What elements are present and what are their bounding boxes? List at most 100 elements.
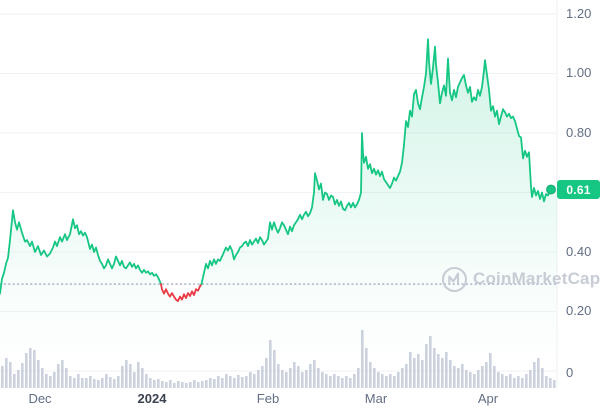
volume-bar <box>181 382 184 388</box>
volume-bar <box>245 376 248 388</box>
volume-bar <box>413 358 416 388</box>
volume-bar <box>293 362 296 388</box>
volume-bar <box>361 330 364 388</box>
volume-bar <box>289 368 292 388</box>
volume-bar <box>309 364 312 388</box>
y-axis-label: 0.80 <box>566 125 592 140</box>
volume-bar <box>1 366 4 388</box>
volume-bar <box>529 370 532 388</box>
volume-bar <box>477 370 480 388</box>
volume-bar <box>229 376 232 388</box>
volume-bar <box>209 378 212 388</box>
volume-bar <box>369 362 372 388</box>
price-line-down-segment <box>160 283 203 303</box>
volume-bar <box>481 366 484 388</box>
volume-bar <box>377 372 380 388</box>
volume-bar <box>321 372 324 388</box>
volume-bar <box>225 374 228 388</box>
volume-bar <box>269 340 272 388</box>
volume-bar <box>193 380 196 388</box>
volume-bar <box>425 344 428 388</box>
volume-bar <box>37 360 40 388</box>
volume-bar <box>145 374 148 388</box>
volume-bar <box>357 368 360 388</box>
volume-bar <box>277 364 280 388</box>
volume-bar <box>109 377 112 388</box>
price-line-up-segment <box>0 209 162 295</box>
volume-bar <box>257 370 260 388</box>
volume-bar <box>421 360 424 388</box>
volume-bar <box>137 362 140 388</box>
x-axis-label-feb: Feb <box>256 391 280 406</box>
volume-bar <box>317 368 320 388</box>
volume-bar <box>97 380 100 388</box>
volume-bar <box>57 364 60 388</box>
price-area-fill <box>0 39 557 372</box>
y-axis-label: 1.20 <box>566 6 592 21</box>
volume-bar <box>489 353 492 388</box>
volume-bar <box>457 368 460 388</box>
y-axis-label: 0 <box>566 365 574 380</box>
volume-bar <box>341 378 344 388</box>
volume-bar <box>393 376 396 388</box>
volume-bar <box>469 372 472 388</box>
volume-bar <box>21 363 24 388</box>
volume-bar <box>521 378 524 388</box>
volume-bar <box>329 376 332 388</box>
volume-bar <box>297 366 300 388</box>
volume-bar <box>237 375 240 388</box>
volume-bar <box>441 358 444 388</box>
volume-bar <box>121 366 124 388</box>
volume-bar <box>285 372 288 388</box>
volume-bar <box>505 376 508 388</box>
volume-bar <box>117 376 120 388</box>
volume-bar <box>345 376 348 388</box>
volume-bar <box>153 380 156 388</box>
volume-bar <box>141 368 144 388</box>
volume-bar <box>101 378 104 388</box>
volume-bar <box>253 374 256 388</box>
volume-bar <box>77 374 80 388</box>
y-axis-label: 0.20 <box>566 303 592 318</box>
volume-bar <box>205 380 208 388</box>
x-axis-label-2024: 2024 <box>137 391 167 406</box>
volume-bar <box>53 372 56 388</box>
volume-bar <box>433 348 436 388</box>
volume-bar <box>89 376 92 388</box>
volume-bar <box>409 352 412 388</box>
volume-bar <box>125 360 128 388</box>
volume-bar <box>81 378 84 388</box>
volume-bar <box>305 370 308 388</box>
volume-bar <box>149 378 152 388</box>
volume-bar <box>533 362 536 388</box>
volume-bar <box>213 379 216 388</box>
volume-bar <box>405 364 408 388</box>
volume-bar <box>517 376 520 388</box>
volume-bar <box>449 360 452 388</box>
volume-bar <box>437 354 440 388</box>
volume-bar <box>497 372 500 388</box>
volume-bar <box>61 360 64 388</box>
volume-bar <box>501 374 504 388</box>
volume-bar <box>265 358 268 388</box>
volume-bar <box>485 362 488 388</box>
x-axis-label-mar: Mar <box>364 391 388 406</box>
volume-bar <box>221 378 224 388</box>
volume-bar <box>161 381 164 388</box>
volume-bar <box>281 370 284 388</box>
volume-bar <box>169 380 172 388</box>
volume-bar <box>313 360 316 388</box>
volume-bar <box>233 378 236 388</box>
volume-bar <box>445 352 448 388</box>
volume-bar <box>301 372 304 388</box>
volume-bar <box>549 378 552 388</box>
volume-bar <box>249 372 252 388</box>
volume-bar <box>241 377 244 388</box>
volume-bar <box>173 383 176 388</box>
volume-bar <box>261 366 264 388</box>
volume-bar <box>429 336 432 388</box>
volume-bar <box>73 378 76 388</box>
volume-bar <box>201 381 204 388</box>
